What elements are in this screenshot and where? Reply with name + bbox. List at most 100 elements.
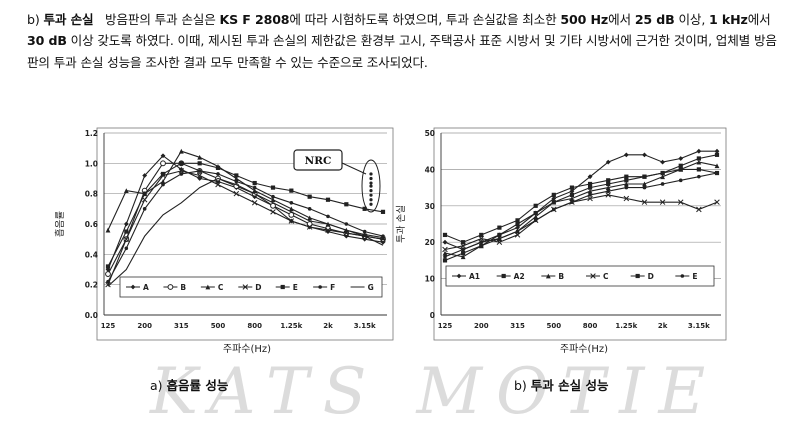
transmission-loss-paragraph: b) 투과 손실 방음판의 투과 손실은 KS F 2808에 따라 시험하도록… xyxy=(27,9,782,73)
legend-box xyxy=(445,265,715,287)
data-point xyxy=(461,251,466,256)
data-point xyxy=(551,200,556,205)
nrc-point xyxy=(369,193,373,197)
chart-transmission-loss: 0 10 20 30 40 50 125 200 315 500 800 1.25k 2k 3.15k 주파… xyxy=(396,127,727,355)
series-line xyxy=(444,172,718,258)
series-line xyxy=(107,162,384,267)
data-point xyxy=(289,188,294,193)
y-axis-label: 흡음률 xyxy=(54,211,66,237)
y-axis-label: 투과 손실 xyxy=(396,205,407,243)
data-point xyxy=(233,190,240,197)
data-point xyxy=(142,191,147,196)
data-point xyxy=(660,159,665,165)
y-tick-label: 1.2 xyxy=(85,129,98,138)
nrc-ellipse xyxy=(361,159,381,213)
series-line xyxy=(444,154,718,243)
para-text: 에서 xyxy=(747,12,771,27)
data-point xyxy=(306,224,313,230)
data-point xyxy=(642,152,647,158)
data-point xyxy=(325,229,331,234)
data-point xyxy=(660,174,665,180)
data-point xyxy=(215,181,221,188)
data-point xyxy=(178,148,184,154)
data-point xyxy=(178,167,184,172)
data-point xyxy=(714,163,720,169)
series-A2 xyxy=(442,152,720,245)
data-point xyxy=(696,167,701,172)
data-point xyxy=(233,176,239,181)
data-point xyxy=(624,174,629,179)
legend-marker xyxy=(545,273,551,279)
x-tick-label: 3.15k xyxy=(354,322,376,330)
data-point xyxy=(551,192,556,197)
data-point xyxy=(179,161,184,166)
x-tick-label: 500 xyxy=(546,322,561,330)
caption-absorption: a) 흡음률 성능 xyxy=(150,375,228,394)
legend-label: A xyxy=(143,283,149,292)
data-point xyxy=(442,258,448,263)
data-point xyxy=(105,271,111,277)
series-line xyxy=(107,154,384,270)
data-point xyxy=(362,206,367,211)
data-point xyxy=(479,240,484,244)
series-C xyxy=(442,192,720,253)
data-point xyxy=(624,178,629,183)
data-point xyxy=(234,179,239,184)
para-text: 이상 갖도록 하였다. 이때, 제시된 투과 손실의 제한값은 환경부 고시, … xyxy=(27,33,777,70)
data-point xyxy=(533,203,538,208)
data-point xyxy=(514,232,521,238)
data-point xyxy=(442,246,448,253)
legend-label: A2 xyxy=(514,272,525,281)
data-point xyxy=(270,197,276,203)
x-tick-label: 3.15k xyxy=(688,322,710,330)
data-point xyxy=(161,182,165,187)
data-point xyxy=(533,218,538,223)
y-tick-label: 0.6 xyxy=(85,220,98,229)
data-point xyxy=(678,156,684,161)
data-point xyxy=(105,267,111,272)
y-tick-label: 50 xyxy=(425,129,435,138)
para-text: 방음판의 투과 손실은 xyxy=(105,12,220,27)
data-point xyxy=(160,171,166,177)
data-point xyxy=(677,199,684,205)
data-point xyxy=(659,199,666,205)
legend-label: E xyxy=(293,283,298,292)
data-point xyxy=(697,174,701,179)
x-tick-label: 125 xyxy=(101,322,116,330)
data-point xyxy=(606,189,610,194)
nrc-pointer xyxy=(341,162,367,175)
data-point xyxy=(461,247,465,252)
x-tick-label: 800 xyxy=(583,322,598,330)
data-point xyxy=(497,232,502,238)
series-B xyxy=(105,160,386,277)
freq-1khz: 1 kHz xyxy=(709,12,748,27)
legend-marker xyxy=(242,284,249,290)
data-point xyxy=(569,196,575,201)
data-point xyxy=(606,178,611,183)
data-point xyxy=(605,192,611,198)
caption-transmission: b) 투과 손실 성능 xyxy=(514,375,609,394)
data-point xyxy=(307,194,312,199)
x-tick-label: 2k xyxy=(323,322,333,330)
data-point xyxy=(252,180,257,186)
data-point xyxy=(605,159,611,165)
data-point xyxy=(307,215,313,221)
item-marker: b) xyxy=(27,12,40,27)
nrc-point xyxy=(369,198,373,202)
x-tick-label: 1.25k xyxy=(280,322,302,330)
data-point xyxy=(343,230,350,236)
data-point xyxy=(551,196,557,201)
data-point xyxy=(496,239,503,245)
data-point xyxy=(570,200,574,204)
data-point xyxy=(642,174,647,179)
data-point xyxy=(587,195,593,202)
series-line xyxy=(444,168,718,261)
para-text: 에서 xyxy=(608,12,635,27)
data-point xyxy=(252,185,257,190)
legend-marker xyxy=(205,284,211,290)
caption-title: 투과 손실 성능 xyxy=(530,378,609,393)
data-point xyxy=(623,181,629,187)
y-tick-label: 0.2 xyxy=(85,281,98,290)
data-point xyxy=(696,148,702,154)
